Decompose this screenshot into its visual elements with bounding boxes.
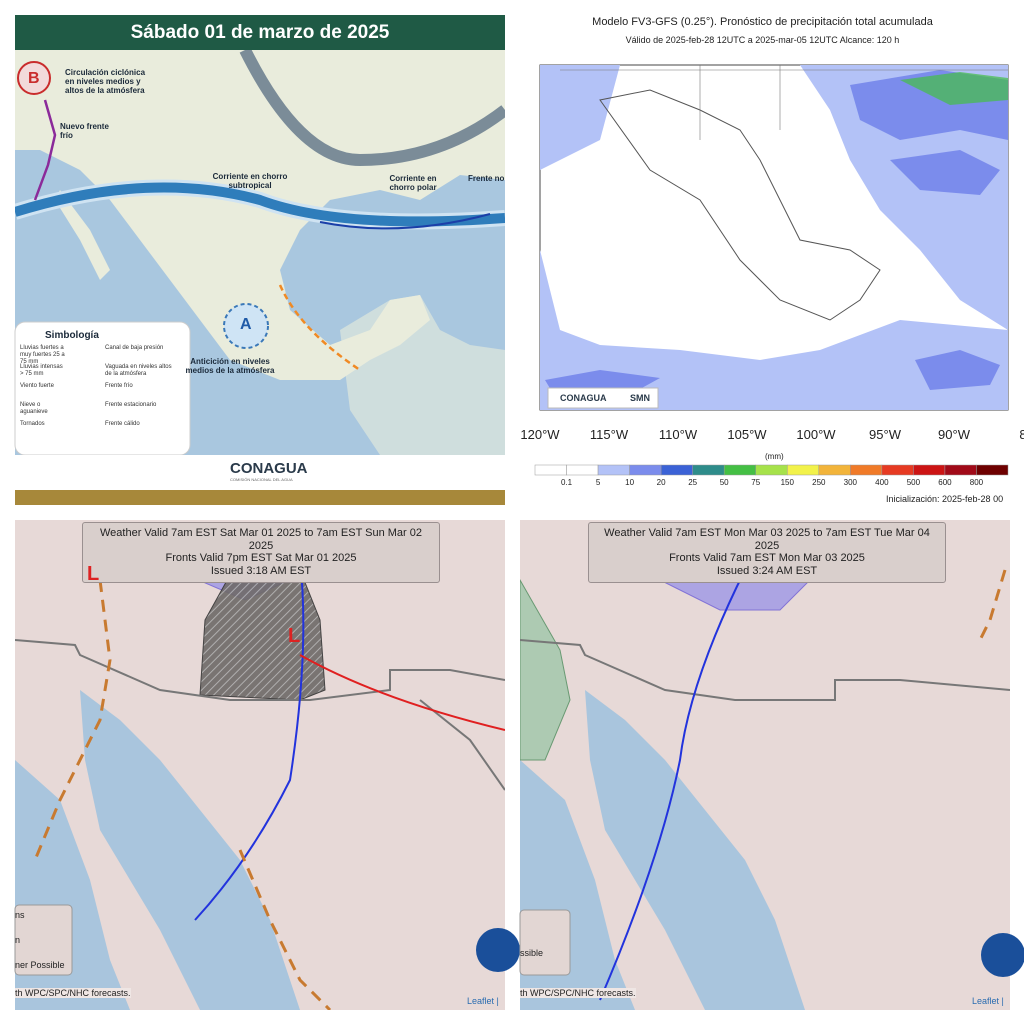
colorbar-tick: 0.1 [560, 478, 573, 487]
colorbar-tick: 75 [751, 478, 761, 487]
header-line: Issued 3:18 AM EST [210, 564, 312, 577]
attribution: th WPC/SPC/NHC forecasts. [520, 988, 636, 999]
legend-item: Frente cálido [105, 421, 140, 427]
colorbar-tick: 300 [843, 478, 858, 487]
colorbar-swatch [944, 464, 977, 476]
logo: CONAGUA [560, 393, 607, 403]
map-label: Corriente en chorro polar [389, 174, 437, 193]
colorbar-tick: 600 [938, 478, 952, 487]
colorbar-swatch [534, 464, 567, 476]
colorbar-tick: 800 [969, 478, 984, 487]
lon-label: 90°W [938, 427, 970, 442]
map-label: Frente no [468, 174, 505, 183]
lon-label: 120°W [520, 427, 560, 442]
colorbar-tick: 20 [656, 478, 666, 487]
map-title: Modelo FV3-GFS (0.25°). Pronóstico de pr… [592, 16, 933, 28]
logo: SMN [630, 393, 650, 403]
colorbar-swatch [660, 464, 693, 476]
low-marker: L [87, 563, 100, 585]
colorbar-swatch [723, 464, 756, 476]
legend-item: ner Possible [15, 960, 65, 970]
legend-item: Canal de baja presión [105, 345, 164, 351]
colorbar-swatch [692, 464, 725, 476]
low-marker: B [28, 70, 40, 87]
colorbar-swatch [881, 464, 914, 476]
colorbar-swatch [787, 464, 820, 476]
legend-item: ns [15, 910, 25, 920]
colorbar-unit: (mm) [765, 452, 784, 461]
colorbar-tick: 5 [595, 478, 601, 487]
leaflet-link[interactable]: Leaflet | [467, 996, 499, 1006]
logo: CONAGUA [230, 460, 308, 477]
high-marker: A [240, 316, 252, 333]
lon-label: 110°W [658, 427, 698, 442]
colorbar-swatch [850, 464, 883, 476]
colorbar-swatch [629, 464, 662, 476]
colorbar-tick: 250 [812, 478, 826, 487]
header-line: Fronts Valid 7am EST Mon Mar 03 2025 [669, 552, 865, 565]
header-line: Weather Valid 7am EST Mon Mar 03 2025 to… [604, 527, 930, 552]
lon-label: 115°W [589, 427, 629, 442]
map-header: Weather Valid 7am EST Mon Mar 03 2025 to… [588, 522, 946, 583]
legend-item: Tornados [20, 421, 45, 427]
legend-item: Frente estacionario [105, 402, 157, 408]
colorbar-swatch [597, 464, 630, 476]
map-label: Nuevo frente frío [60, 122, 109, 141]
logo-subtitle: COMISIÓN NACIONAL DEL AGUA [230, 477, 293, 482]
legend-item: Frente frío [105, 383, 133, 389]
colorbar-swatch [913, 464, 946, 476]
legend-item: Vaguada en niveles altos de la atmósfera [105, 364, 172, 377]
colorbar-tick: 400 [875, 478, 889, 487]
lon-label: 95°W [869, 427, 901, 442]
header-line: Weather Valid 7am EST Sat Mar 01 2025 to… [99, 527, 423, 552]
legend-item: Lluvias fuertes a muy fuertes 25 a 75 mm [20, 345, 65, 365]
colorbar-tick: 10 [625, 478, 635, 487]
attribution: th WPC/SPC/NHC forecasts. [15, 988, 131, 999]
map-label: Circulación ciclónica en niveles medios … [65, 68, 146, 96]
lon-label: 100°W [796, 427, 836, 442]
map-label: Anticición en niveles medios de la atmós… [185, 357, 275, 376]
low-marker: L [288, 625, 301, 647]
legend-item: n [15, 935, 21, 945]
legend-title: Simbología [45, 330, 99, 341]
lon-label: 8 [1019, 427, 1024, 442]
legend-item: Lluvias intensas > 75 mm [20, 364, 63, 377]
leaflet-link[interactable]: Leaflet | [972, 996, 1004, 1006]
lon-label: 105°W [727, 427, 767, 442]
colorbar-swatch [755, 464, 788, 476]
colorbar-tick: 150 [780, 478, 794, 487]
panel-conagua [14, 15, 505, 505]
colorbar-swatch [818, 464, 851, 476]
panel-gfs [539, 64, 1009, 411]
colorbar-tick: 50 [719, 478, 729, 487]
colorbar-tick: 500 [906, 478, 921, 487]
legend-item: Viento fuerte [20, 383, 54, 389]
colorbar-swatch [976, 464, 1009, 476]
map-label: Corriente en chorro subtropical [212, 172, 288, 191]
panel-wpc-2 [519, 520, 1024, 1010]
header-line: Fronts Valid 7pm EST Sat Mar 01 2025 [165, 552, 357, 565]
header-line: Issued 3:24 AM EST [716, 564, 818, 577]
colorbar-tick: 25 [688, 478, 698, 487]
legend-item: ssible [520, 948, 544, 958]
colorbar-swatch [566, 464, 599, 476]
map-header: Weather Valid 7am EST Sat Mar 01 2025 to… [82, 522, 440, 583]
map-subtitle: Válido de 2025-feb-28 12UTC a 2025-mar-0… [625, 35, 900, 45]
footer: Inicialización: 2025-feb-28 00 [886, 494, 1004, 504]
legend-item: Nieve o aguanieve [20, 402, 48, 415]
map-title: Sábado 01 de marzo de 2025 [130, 22, 390, 43]
panel-wpc-1 [14, 520, 520, 1010]
